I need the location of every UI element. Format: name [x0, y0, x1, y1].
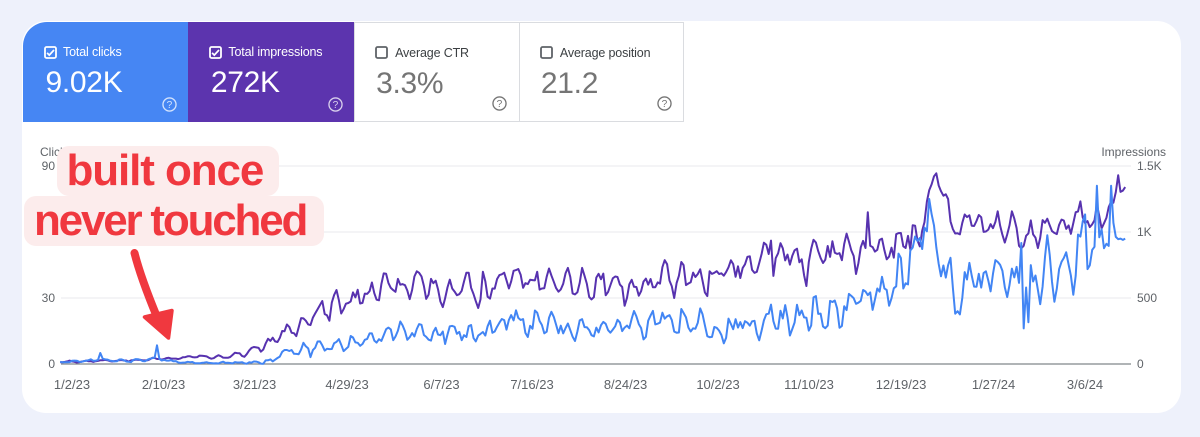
svg-text:?: ? — [661, 99, 667, 110]
svg-text:?: ? — [497, 99, 503, 110]
svg-text:?: ? — [167, 100, 173, 111]
svg-text:?: ? — [332, 100, 338, 111]
